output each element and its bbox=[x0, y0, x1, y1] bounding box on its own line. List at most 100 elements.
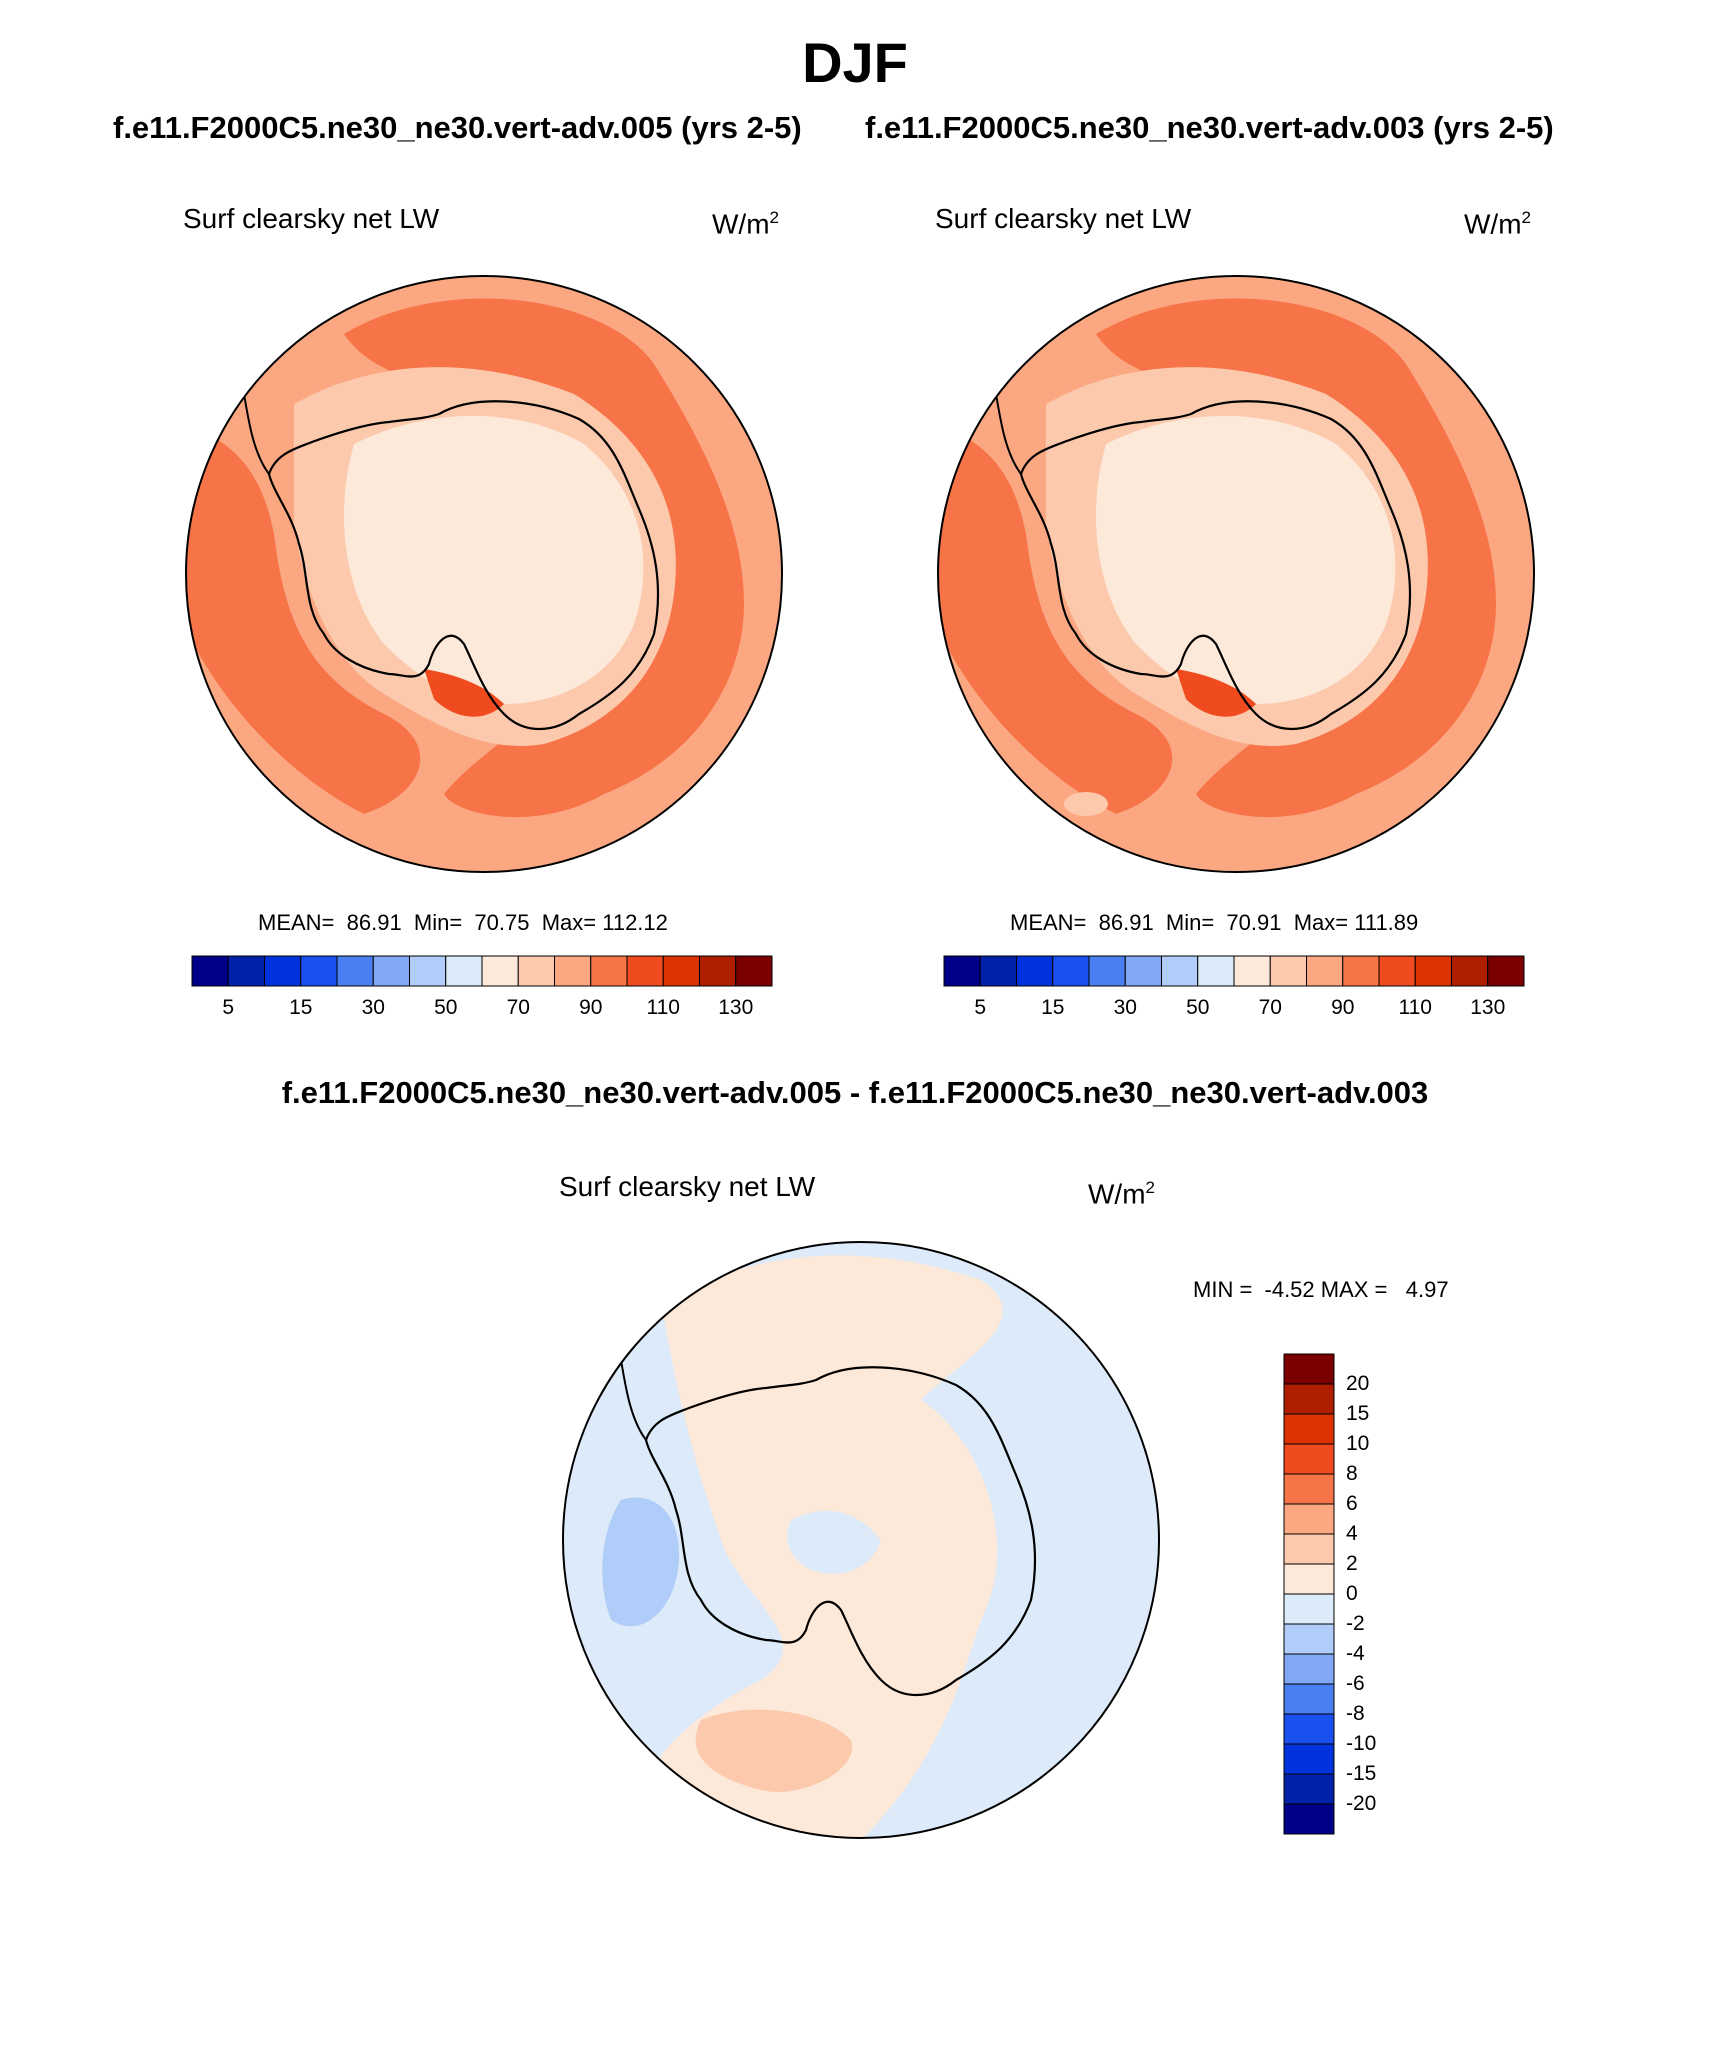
colorbar-tick-label: 30 bbox=[361, 996, 385, 1019]
colorbar-tick-label: 90 bbox=[1331, 996, 1355, 1019]
difference-title: f.e11.F2000C5.ne30_ne30.vert-adv.005 - f… bbox=[281, 1075, 1429, 1110]
ross-sea-warm-spot bbox=[1176, 669, 1256, 717]
colorbar-tick-label: 130 bbox=[1470, 996, 1506, 1019]
polar-map-case-003 bbox=[937, 275, 1535, 873]
southern-ocean-pale-spot bbox=[1064, 792, 1108, 816]
colorbar-swatch bbox=[1414, 955, 1452, 987]
colorbar-tick-label: 0 bbox=[1346, 1582, 1358, 1605]
colorbar-swatch bbox=[1283, 1653, 1335, 1685]
ocean-warm-band-west bbox=[938, 424, 1173, 814]
colorbar-tick-label: 4 bbox=[1346, 1522, 1358, 1545]
colorbar-swatch bbox=[1283, 1503, 1335, 1535]
variable-label-right: Surf clearsky net LW bbox=[935, 203, 1192, 234]
colorbar-swatch bbox=[590, 955, 628, 987]
colorbar-swatch bbox=[699, 955, 737, 987]
colorbar-swatch bbox=[1283, 1803, 1335, 1835]
colorbar-swatch bbox=[1088, 955, 1126, 987]
antarctic-plateau bbox=[1096, 415, 1396, 704]
colorbar-swatch bbox=[264, 955, 302, 987]
colorbar-swatch bbox=[626, 955, 664, 987]
colorbar-swatch bbox=[1283, 1533, 1335, 1565]
colorbar-tick-label: -8 bbox=[1346, 1702, 1365, 1725]
colorbar-swatch bbox=[1283, 1773, 1335, 1805]
colorbar-swatch bbox=[554, 955, 592, 987]
colorbar-swatch bbox=[1487, 955, 1525, 987]
colorbar-tick-label: 2 bbox=[1346, 1552, 1358, 1575]
colorbar-swatch bbox=[979, 955, 1017, 987]
colorbar-ticks-left: 5 15 30 50 70 90 110 130 bbox=[192, 996, 772, 1026]
colorbar-swatch bbox=[191, 955, 229, 987]
colorbar-swatch bbox=[1283, 1563, 1335, 1595]
colorbar-swatch bbox=[409, 955, 447, 987]
stats-diff: MIN = -4.52 MAX = 4.97 bbox=[1193, 1277, 1449, 1302]
colorbar-tick-label: -15 bbox=[1346, 1762, 1377, 1785]
colorbar-swatch bbox=[1269, 955, 1307, 987]
colorbar-tick-label: -6 bbox=[1346, 1672, 1365, 1695]
colorbar-swatch bbox=[227, 955, 265, 987]
ocean-warm-band bbox=[344, 298, 744, 818]
colorbar-swatch bbox=[1283, 1683, 1335, 1715]
ross-sea-warm-spot bbox=[424, 669, 504, 717]
colorbar-swatch bbox=[662, 955, 700, 987]
colorbar-swatch bbox=[1124, 955, 1162, 987]
colorbar-difference bbox=[1283, 1353, 1335, 1835]
antarctic-coastline bbox=[267, 400, 660, 731]
colorbar-swatch bbox=[445, 955, 483, 987]
colorbar-tick-label: 6 bbox=[1346, 1492, 1358, 1515]
colorbar-tick-label: -20 bbox=[1346, 1792, 1377, 1815]
colorbar-swatch bbox=[481, 955, 519, 987]
antarctic-plateau bbox=[344, 415, 644, 704]
colorbar-swatch bbox=[1283, 1743, 1335, 1775]
colorbar-swatch bbox=[1283, 1443, 1335, 1475]
polar-map-difference bbox=[562, 1241, 1160, 1839]
ocean-warm-band-west bbox=[186, 424, 421, 814]
colorbar-tick-label: 70 bbox=[1258, 996, 1282, 1019]
colorbar-tick-label: 5 bbox=[974, 996, 987, 1019]
colorbar-tick-label: 10 bbox=[1346, 1432, 1370, 1455]
colorbar-tick-label: -2 bbox=[1346, 1612, 1365, 1635]
colorbar-tick-label: 90 bbox=[579, 996, 603, 1019]
colorbar-tick-label: 20 bbox=[1346, 1372, 1370, 1395]
colorbar-tick-label: 30 bbox=[1113, 996, 1137, 1019]
colorbar-tick-label: 8 bbox=[1346, 1462, 1358, 1485]
colorbar-swatch bbox=[1342, 955, 1380, 987]
colorbar-tick-label: 15 bbox=[1346, 1402, 1370, 1425]
diff-negative-interior bbox=[787, 1510, 881, 1574]
colorbar-swatch bbox=[943, 955, 981, 987]
colorbar-swatch bbox=[1283, 1713, 1335, 1745]
colorbar-swatch bbox=[1052, 955, 1090, 987]
antarctic-coastline bbox=[644, 1366, 1037, 1697]
colorbar-swatch bbox=[1233, 955, 1271, 987]
colorbar-tick-label: -4 bbox=[1346, 1642, 1365, 1665]
colorbar-swatch bbox=[1016, 955, 1054, 987]
colorbar-ticks-diff: 20 15 10 8 6 4 2 0 -2 -4 -6 -8 -10 -15 -20 bbox=[1346, 1354, 1426, 1834]
ocean-warm-band bbox=[1096, 298, 1496, 818]
colorbar-swatch bbox=[1283, 1593, 1335, 1625]
colorbar-tick-label: 15 bbox=[1041, 996, 1065, 1019]
colorbar-swatch bbox=[1306, 955, 1344, 987]
colorbar-tick-label: 5 bbox=[222, 996, 235, 1019]
colorbar-swatch bbox=[372, 955, 410, 987]
colorbar-swatch bbox=[1283, 1383, 1335, 1415]
units-label-diff: W/m2 bbox=[1088, 1178, 1155, 1210]
colorbar-swatch bbox=[1283, 1623, 1335, 1655]
diff-positive-pacific bbox=[695, 1709, 853, 1792]
colorbar-swatch bbox=[1283, 1413, 1335, 1445]
figure-title: DJF bbox=[802, 31, 908, 94]
colorbar-tick-label: 15 bbox=[289, 996, 313, 1019]
stats-left: MEAN= 86.91 Min= 70.75 Max= 112.12 bbox=[258, 910, 668, 935]
colorbar-swatch bbox=[1283, 1473, 1335, 1505]
colorbar-swatch bbox=[300, 955, 338, 987]
diff-negative-atlantic bbox=[602, 1497, 680, 1627]
colorbar-swatch bbox=[1197, 955, 1235, 987]
case-title-left: f.e11.F2000C5.ne30_ne30.vert-adv.005 (yr… bbox=[113, 110, 802, 145]
colorbar-tick-label: -10 bbox=[1346, 1732, 1377, 1755]
colorbar-swatch bbox=[1378, 955, 1416, 987]
colorbar-swatch bbox=[1451, 955, 1489, 987]
colorbar-tick-label: 70 bbox=[506, 996, 530, 1019]
colorbar-tick-label: 110 bbox=[1398, 996, 1432, 1019]
colorbar-tick-label: 110 bbox=[646, 996, 680, 1019]
colorbar-swatch bbox=[1161, 955, 1199, 987]
colorbar-swatch bbox=[735, 955, 773, 987]
colorbar-tick-label: 50 bbox=[1186, 996, 1210, 1019]
